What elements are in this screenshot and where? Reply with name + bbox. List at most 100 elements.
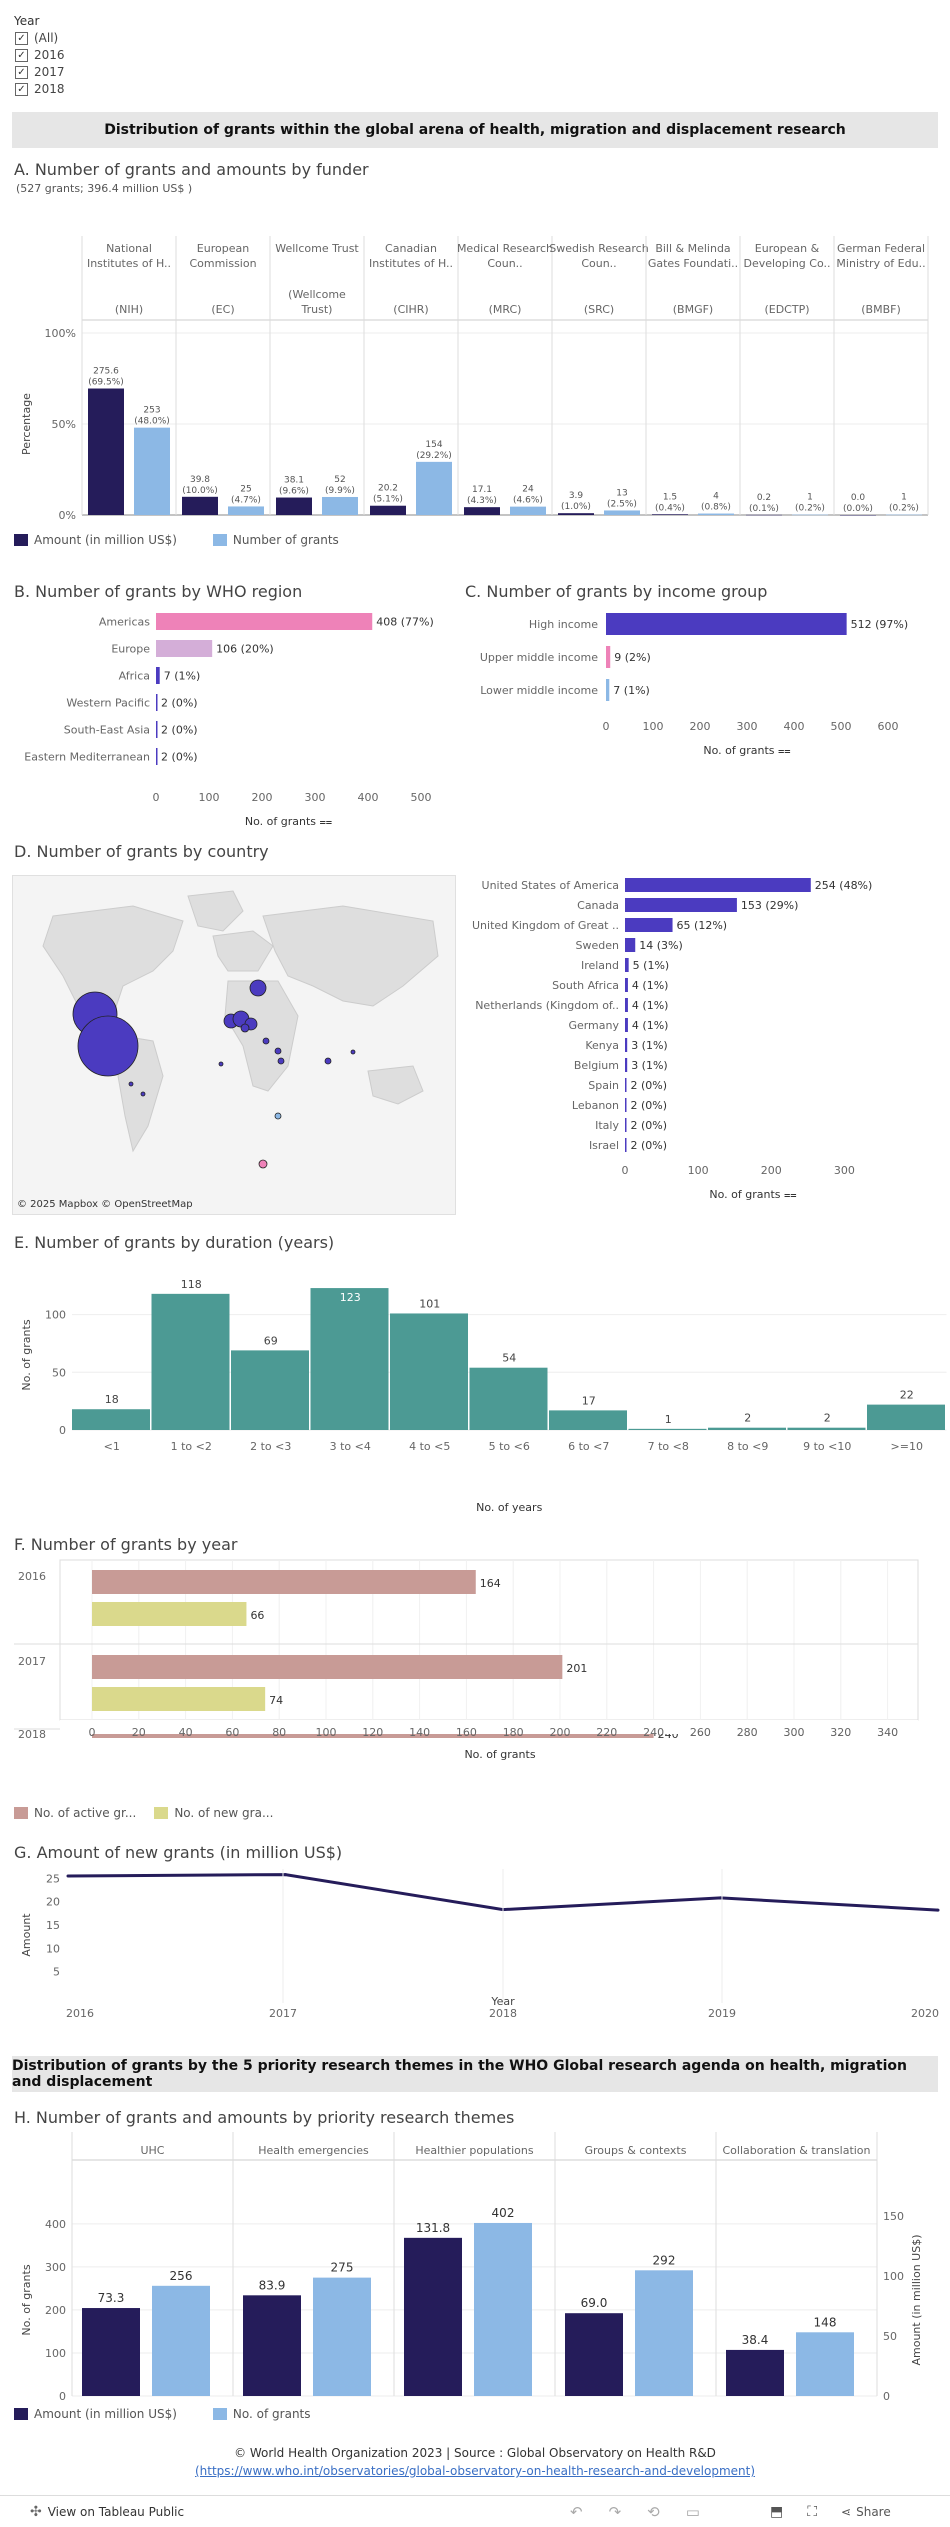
funder-abbr: (NIH) [115,303,143,316]
grants-pct-label: (29.2%) [416,451,452,461]
land-shape [42,905,184,1027]
fullscreen-icon[interactable]: ⛶ [807,2503,818,2520]
checkbox-icon[interactable]: ✓ [15,31,28,45]
world-map[interactable]: © 2025 Mapbox © OpenStreetMap [12,875,456,1215]
funder-abbr: (EDCTP) [764,303,809,316]
duration-bar [310,1288,389,1430]
download-icon[interactable]: ⬒ [770,2503,784,2520]
x-tick-label: 3 to <4 [330,1440,371,1453]
undo-icon[interactable]: ↶ [570,2502,583,2521]
bar-value-label: 17 [582,1394,596,1407]
bar [606,646,611,668]
section-b-title: B. Number of grants by WHO region [14,582,303,601]
grants-value-label: 253 [143,406,160,416]
section-a-title: A. Number of grants and amounts by funde… [14,160,369,179]
bar-value-label: 2 (0%) [161,724,198,737]
category-label: Spain [588,1079,619,1092]
x-tick-label: 200 [761,1164,782,1177]
category-label: Belgium [574,1059,619,1072]
bar-value-label: 65 (12%) [677,919,728,932]
view-on-tableau-button[interactable]: ✣ View on Tableau Public [30,2504,184,2520]
grants-pct-label: (0.2%) [889,504,919,514]
x-tick-label: 0 [622,1164,629,1177]
grants-pct-label: (48.0%) [134,417,170,427]
amount-value-label: 131.8 [416,2221,450,2235]
duration-bar [549,1410,627,1430]
x-tick-label: 500 [411,791,432,804]
footer-link[interactable]: (https://www.who.int/observatories/globa… [194,2464,756,2478]
bar [606,613,847,635]
legend-active-label: No. of active gr... [34,1806,137,1820]
share-button[interactable]: ⋖ Share [841,2505,891,2519]
x-tick-label-front: 100 [316,1726,337,1739]
section-g-title: G. Amount of new grants (in million US$) [14,1843,343,1862]
bar [156,721,158,738]
x-tick-label: 0 [153,791,160,804]
category-label: Netherlands (Kingdom of.. [475,999,619,1012]
x-tick-label-front: 200 [550,1726,571,1739]
view-on-tableau-label: View on Tableau Public [47,2504,185,2519]
x-axis-label: No. of grants ⩵ [709,1188,797,1201]
amount-pct-label: (1.0%) [561,502,591,512]
year-bar [92,1687,266,1711]
x-tick-label: 5 to <6 [489,1440,530,1453]
bar-value-label: 512 (97%) [851,618,909,631]
grants-value-label: 1 [807,493,813,503]
pause-icon[interactable]: ▭ [685,2502,700,2521]
filter-option[interactable]: ✓ (All) [15,31,212,45]
x-tick-label: 200 [252,791,273,804]
theme-name: Health emergencies [258,2144,369,2157]
bar [625,1018,628,1032]
revert-icon[interactable]: ⟲ [647,2502,660,2521]
bar-value-label: 164 [480,1577,501,1590]
x-tick-label-front: 340 [877,1726,898,1739]
amount-bar [182,496,218,515]
x-tick-label-front: 20 [132,1726,146,1739]
filter-option[interactable]: ✓ 2017 [15,65,212,79]
grants-value-label: 25 [240,484,251,494]
legend-swatch-grants [212,534,227,546]
grants-pct-label: (2.5%) [607,499,637,509]
funder-name: Swedish Research [549,242,648,255]
amount-value-label: 275.6 [93,367,119,377]
bar-value-label: 4 (1%) [632,1019,669,1032]
funder-abbr: (SRC) [584,303,614,316]
x-tick-label-front: 220 [596,1726,617,1739]
y-left-tick-label: 100 [45,2347,66,2360]
country-bubble [350,1049,356,1055]
x-axis-label: No. of grants ⩵ [245,815,333,828]
year-label: 2018 [18,1728,46,1741]
amount-bar [558,513,594,515]
bar [625,1058,628,1072]
funder-abbr: (BMGF) [673,303,713,316]
checkbox-icon[interactable]: ✓ [15,48,28,62]
land-shape [367,1065,424,1105]
grants-bar [134,427,170,515]
checkbox-icon[interactable]: ✓ [15,65,28,79]
duration-bar [628,1428,707,1430]
amount-pct-label: (0.4%) [655,503,685,513]
filter-option[interactable]: ✓ 2016 [15,48,212,62]
x-tick-label-front: 0 [89,1726,96,1739]
duration-bar [787,1427,866,1430]
legend-grants-label: Number of grants [232,533,339,547]
grants-pct-label: (4.7%) [231,495,261,505]
y-tick-label: 15 [46,1919,60,1932]
section-e-title: E. Number of grants by duration (years) [14,1233,335,1252]
year-bar [92,1602,247,1626]
legend-amount-label: Amount (in million US$) [34,533,177,547]
bar-value-label: 201 [566,1662,587,1675]
tableau-toolbar: ✣ View on Tableau Public ↶ ↷ ⟲ ▭ ⬒ ⛶ ⋖ S… [0,2495,950,2527]
category-label: Ireland [581,959,619,972]
grants-bar [635,2270,693,2396]
country-bubble [128,1081,134,1087]
grants-value-label: 402 [492,2206,515,2220]
bar-value-label: 2 (0%) [630,1099,667,1112]
amount-bar [276,497,312,515]
grants-bar [313,2277,371,2396]
category-label: Lower middle income [480,684,598,697]
redo-icon[interactable]: ↷ [608,2502,622,2521]
country-bubble [324,1057,332,1065]
checkbox-icon[interactable]: ✓ [15,82,28,96]
filter-option[interactable]: ✓ 2018 [15,82,212,96]
